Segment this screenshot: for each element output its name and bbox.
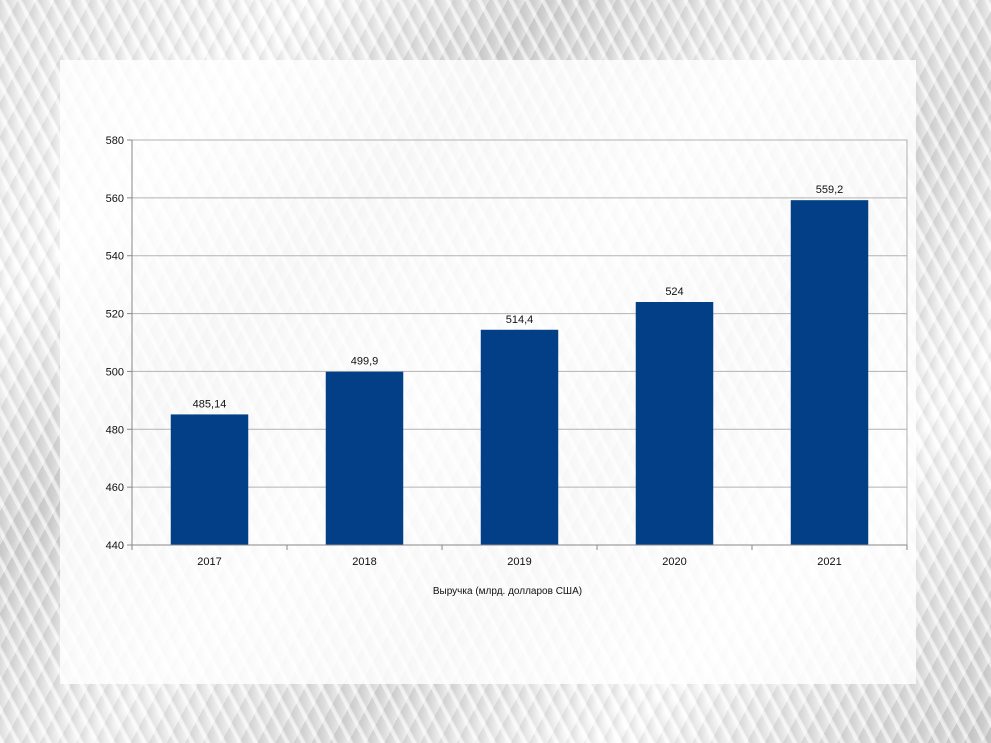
x-tick-label: 2021 [817, 556, 841, 568]
x-axis: 2017 2018 2019 2020 2021 [131, 544, 908, 568]
x-tick-label: 2020 [662, 556, 686, 568]
y-tick-label: 500 [106, 366, 124, 378]
bar [170, 414, 249, 545]
y-axis: 440 460 480 500 520 540 560 580 [106, 135, 133, 552]
data-label: 524 [665, 286, 683, 298]
bar [635, 302, 714, 545]
data-label: 514,4 [506, 314, 534, 326]
x-axis-label: Выручка (млрд. долларов США) [433, 586, 582, 597]
data-label: 499,9 [351, 356, 379, 368]
y-tick-label: 480 [106, 424, 124, 436]
y-tick-label: 560 [106, 193, 124, 205]
bar [325, 371, 404, 545]
y-tick-label: 540 [106, 251, 124, 263]
x-tick-label: 2017 [197, 556, 221, 568]
y-tick-label: 520 [106, 309, 124, 321]
bar [480, 329, 559, 545]
data-label: 559,2 [816, 184, 844, 196]
y-tick-label: 460 [106, 482, 124, 494]
data-label: 485,14 [193, 398, 227, 410]
bar [790, 200, 869, 545]
y-tick-label: 580 [106, 135, 124, 147]
bars [170, 200, 869, 545]
x-tick-label: 2019 [507, 556, 531, 568]
data-labels: 485,14 499,9 514,4 524 559,2 [193, 184, 844, 410]
y-tick-label: 440 [106, 540, 124, 552]
x-tick-label: 2018 [352, 556, 376, 568]
